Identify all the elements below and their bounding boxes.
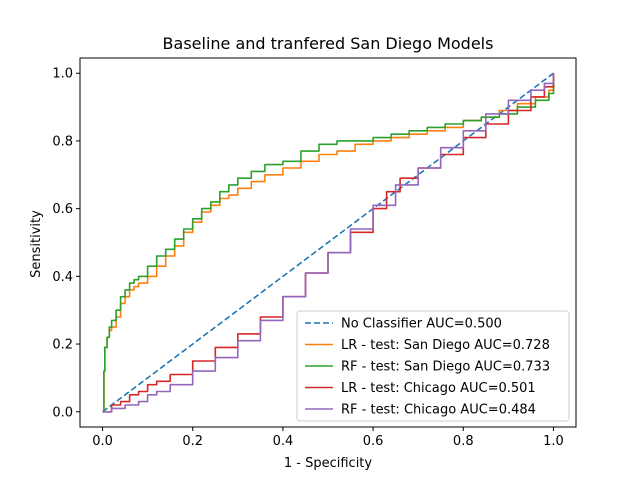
series-layer (102, 72, 555, 413)
x-tick-label: 1.0 (543, 434, 564, 449)
legend: No Classifier AUC=0.500 LR - test: San Di… (296, 310, 570, 422)
y-axis-label: Sensitivity (29, 210, 44, 278)
x-tick-label: 0.4 (273, 434, 294, 449)
series-line-0 (102, 72, 554, 413)
legend-label: RF - test: San Diego AUC=0.733 (341, 360, 550, 375)
y-tick-label: 0.8 (52, 134, 73, 149)
y-axis: 0.0 0.2 0.4 0.6 0.8 1.0 (52, 67, 80, 420)
legend-label: LR - test: San Diego AUC=0.728 (341, 338, 550, 353)
plot-area (79, 57, 577, 428)
y-tick-label: 1.0 (52, 67, 73, 82)
axes-frame (79, 57, 577, 428)
y-tick-label: 0.6 (52, 202, 73, 217)
x-axis-label: 1 - Specificity (284, 456, 373, 471)
series-line-4 (102, 73, 555, 413)
x-tick-label: 0.2 (182, 434, 203, 449)
legend-label: RF - test: Chicago AUC=0.484 (341, 403, 536, 418)
legend-box (296, 310, 570, 422)
chart-title: Baseline and tranfered San Diego Models (163, 34, 494, 53)
y-tick-label: 0.2 (52, 338, 73, 353)
x-tick-label: 0.6 (363, 434, 384, 449)
y-tick-label: 0.4 (52, 270, 73, 285)
x-tick-label: 0.0 (92, 434, 113, 449)
legend-label: LR - test: Chicago AUC=0.501 (341, 381, 536, 396)
legend-label: No Classifier AUC=0.500 (341, 317, 502, 332)
x-axis: 0.0 0.2 0.4 0.6 0.8 1.0 (92, 427, 564, 449)
x-tick-label: 0.8 (453, 434, 474, 449)
y-tick-label: 0.0 (52, 405, 73, 420)
series-line-2 (102, 73, 555, 413)
